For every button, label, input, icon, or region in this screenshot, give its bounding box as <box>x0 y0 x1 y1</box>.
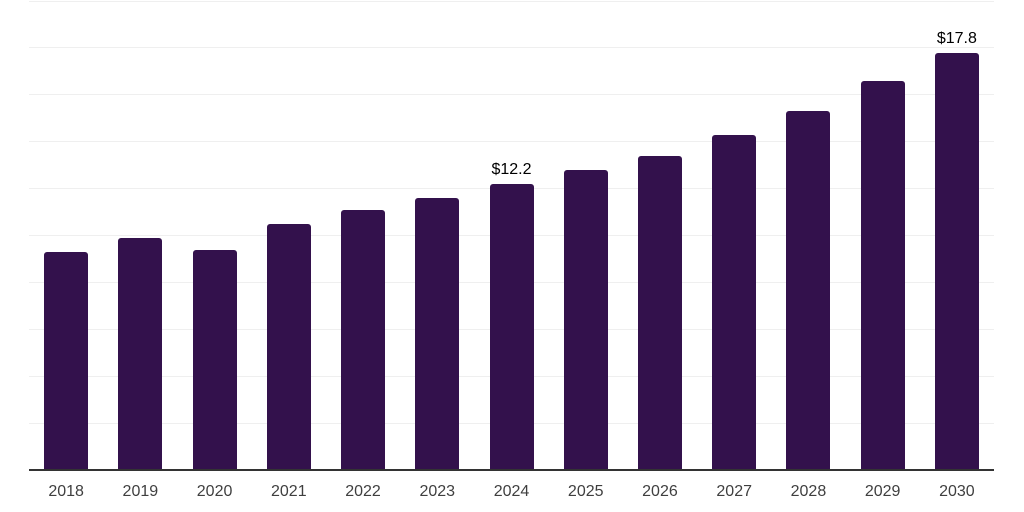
gridline <box>29 141 994 143</box>
x-tick-2026: 2026 <box>642 483 678 500</box>
x-tick-2023: 2023 <box>419 483 456 500</box>
bar-2024 <box>489 183 534 470</box>
x-tick-2028: 2028 <box>790 483 827 500</box>
x-tick-2024: 2024 <box>493 483 530 500</box>
x-tick-2025: 2025 <box>567 483 604 500</box>
bar-2022 <box>341 209 386 470</box>
gridline <box>29 0 994 2</box>
bar-2023 <box>415 197 460 470</box>
x-axis-line <box>29 469 994 471</box>
value-label-2024: $12.2 <box>491 160 532 178</box>
bar-2029 <box>860 80 905 470</box>
bar-2028 <box>786 111 831 470</box>
x-tick-2027: 2027 <box>716 483 752 500</box>
x-tick-2021: 2021 <box>271 483 307 500</box>
bar-2018 <box>44 251 89 470</box>
gridline <box>29 94 994 96</box>
bar-2027 <box>712 134 757 470</box>
value-label-2030: $17.8 <box>936 29 977 47</box>
bar-2020 <box>192 249 237 470</box>
x-tick-2019: 2019 <box>122 483 159 500</box>
x-tick-2018: 2018 <box>48 483 84 500</box>
x-tick-2022: 2022 <box>345 483 381 500</box>
bar-2019 <box>118 237 163 470</box>
x-tick-2029: 2029 <box>864 483 901 500</box>
gridline <box>29 47 994 49</box>
bar-2025 <box>563 169 608 470</box>
x-tick-2020: 2020 <box>196 483 233 500</box>
bar-2021 <box>266 223 311 470</box>
bar-2026 <box>637 155 682 470</box>
bar-2030 <box>934 52 979 470</box>
x-tick-2030: 2030 <box>939 483 975 500</box>
